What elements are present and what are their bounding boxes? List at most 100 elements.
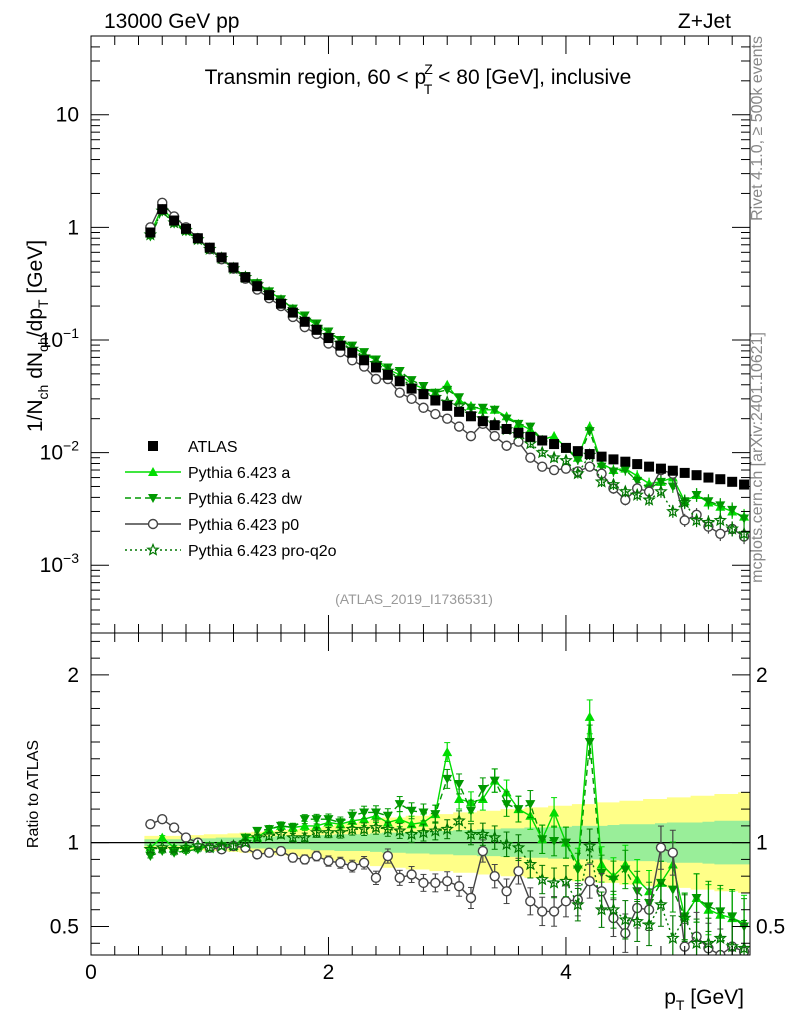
main-title-sup: Z <box>424 61 433 77</box>
series-pythia-6-423-dw-point <box>454 393 465 403</box>
series-pythia-6-423-dw-point <box>691 491 702 501</box>
series-pythia-6-423-p0-point <box>430 408 441 420</box>
ratio-series-pythia-6-423-dw-point <box>287 823 298 833</box>
series-pythia-6-423-dw-point <box>477 403 488 413</box>
series-pythia-6-423-p0-point <box>548 464 560 476</box>
ratio-series-pythia-6-423-pro-q2o-point <box>262 828 276 842</box>
series-pythia-6-423-p0-point <box>489 430 500 442</box>
y-tick-label: 10 <box>56 104 79 127</box>
svg-text:1/Nch dNch/dpT [GeV]: 1/Nch dNch/dpT [GeV] <box>24 240 51 432</box>
ratio-series-pythia-6-423-a-point <box>299 820 310 830</box>
ratio-series-pythia-6-423-dw-point <box>335 818 346 828</box>
ratio-series-pythia-6-423-dw-point <box>465 806 476 816</box>
side-label-bottom: mcplots.cern.ch [arXiv:2401.10621] <box>749 332 766 583</box>
ratio-series-pythia-6-423-pro-q2o-point <box>345 822 360 836</box>
ratio-series-pythia-6-423-pro-q2o-point <box>559 874 573 888</box>
series-pythia-6-423-p0-line <box>149 201 745 537</box>
series-pythia-6-423-p0-point <box>370 373 382 385</box>
series-pythia-6-423-pro-q2o-point <box>654 484 668 498</box>
series-pythia-6-423-p0-point <box>406 393 417 405</box>
ratio-series-pythia-6-423-pro-q2o-point <box>452 813 466 827</box>
legend-pythia-6-423-pro-q2o-label: Pythia 6.423 pro-q2o <box>188 543 337 560</box>
ratio-series-pythia-6-423-dw-point <box>323 815 334 825</box>
series-pythia-6-423-pro-q2o-point <box>535 445 549 459</box>
ratio-series-pythia-6-423-dw-point <box>477 784 488 794</box>
series-pythia-6-423-pro-q2o-point <box>571 466 585 480</box>
legend-pythia-6-423-dw-label: Pythia 6.423 dw <box>188 491 302 508</box>
series-pythia-6-423-dw-point <box>513 419 524 429</box>
ratio-series-pythia-6-423-p0-point <box>358 857 370 868</box>
series-atlas-point <box>513 427 524 438</box>
y-tick-label: 10−3 <box>40 550 80 577</box>
ratio-series-pythia-6-423-a-point <box>549 807 560 817</box>
series-atlas-point <box>145 227 156 238</box>
ratio-y-tick-label: 0.5 <box>50 915 79 938</box>
ratio-series-pythia-6-423-a-point <box>454 794 465 804</box>
series-pythia-6-423-p0-point <box>418 402 429 413</box>
ratio-series-pythia-6-423-dw-point <box>347 811 358 821</box>
ratio-series-pythia-6-423-a-point <box>442 747 453 757</box>
series-pythia-6-423-dw-point <box>655 477 666 487</box>
series-atlas-point <box>252 281 263 292</box>
legend-pythia-6-423-a-marker <box>148 467 158 476</box>
ratio-series-pythia-6-423-p0-point <box>465 892 477 904</box>
ratio-series-pythia-6-423-pro-q2o-point <box>701 936 716 950</box>
series-pythia-6-423-pro-q2o-point <box>701 515 716 529</box>
ratio-series-pythia-6-423-dw-point <box>620 865 631 875</box>
series-pythia-6-423-p0-point <box>394 387 405 398</box>
series-pythia-6-423-pro-q2o-point <box>547 450 561 464</box>
series-atlas-point <box>525 431 536 442</box>
series-pythia-6-423-dw-point <box>620 466 631 476</box>
ratio-series-pythia-6-423-p0-point <box>275 845 287 857</box>
series-atlas-point <box>311 324 322 335</box>
ratio-series-pythia-6-423-p0-point <box>655 842 667 853</box>
ratio-series-pythia-6-423-pro-q2o-point <box>191 838 205 852</box>
ratio-series-pythia-6-423-dw-point <box>560 838 571 848</box>
ratio-series-pythia-6-423-p0-point <box>477 845 489 857</box>
ratio-series-pythia-6-423-pro-q2o-point <box>285 830 300 844</box>
process-label: Z+Jet <box>678 10 731 33</box>
series-atlas-point <box>727 476 738 487</box>
series-atlas-point <box>287 307 298 318</box>
ratio-series-pythia-6-423-dw-point <box>537 835 548 845</box>
series-pythia-6-423-dw-point <box>584 427 595 437</box>
ratio-series-pythia-6-423-pro-q2o-point <box>274 827 288 841</box>
ratio-y-tick-label-right: 0.5 <box>756 915 785 938</box>
x-axis-title: pT [GeV] <box>664 986 744 1013</box>
series-atlas-point <box>180 223 191 234</box>
ratio-series-pythia-6-423-pro-q2o-point <box>547 875 561 889</box>
y-tick-label: 1 <box>67 216 79 239</box>
ratio-series-pythia-6-423-p0-point <box>667 847 679 858</box>
series-pythia-6-423-pro-q2o-point <box>737 526 750 540</box>
ratio-series-pythia-6-423-pro-q2o-point <box>582 838 597 852</box>
series-atlas-point <box>655 463 666 474</box>
series-pythia-6-423-p0-point <box>584 461 595 472</box>
ratio-series-pythia-6-423-dw-point <box>501 800 512 810</box>
series-pythia-6-423-p0-point <box>465 430 477 442</box>
series-pythia-6-423-dw-point <box>703 497 714 507</box>
ratio-y-tick-label-right: 1 <box>756 832 768 855</box>
series-atlas-point <box>347 347 358 358</box>
legend-pythia-6-423-pro-q2o-marker <box>146 542 160 556</box>
ratio-series-pythia-6-423-pro-q2o-point <box>202 840 217 854</box>
ratio-series-pythia-6-423-pro-q2o-point <box>487 830 502 844</box>
main-ticks-layer: 10 1 10−1 10−2 10−3 <box>40 35 750 633</box>
legend-pythia-6-423-p0-marker <box>147 518 159 530</box>
ratio-series-pythia-6-423-pro-q2o-point <box>689 936 704 949</box>
series-atlas-point <box>430 395 441 406</box>
ratio-series-pythia-6-423-pro-q2o-point <box>535 872 549 886</box>
ratio-series-pythia-6-423-dw-point <box>145 852 156 862</box>
series-pythia-6-423-p0-point <box>679 515 690 526</box>
ratio-series-pythia-6-423-p0-point <box>335 857 346 868</box>
series-pythia-6-423-dw-point <box>727 505 738 515</box>
series-pythia-6-423-p0-point <box>442 413 453 424</box>
series-atlas-point <box>667 465 678 476</box>
ratio-series-pythia-6-423-p0-point <box>489 870 500 882</box>
legend-atlas-marker <box>148 441 158 451</box>
ratio-series-pythia-6-423-pro-q2o-point <box>416 825 431 839</box>
series-pythia-6-423-p0-point <box>453 421 465 432</box>
series-pythia-6-423-dw-point <box>335 335 346 345</box>
series-atlas-point <box>465 411 476 422</box>
series-pythia-6-423-pro-q2o-point <box>642 492 656 506</box>
x-tick-label: 2 <box>323 961 335 984</box>
